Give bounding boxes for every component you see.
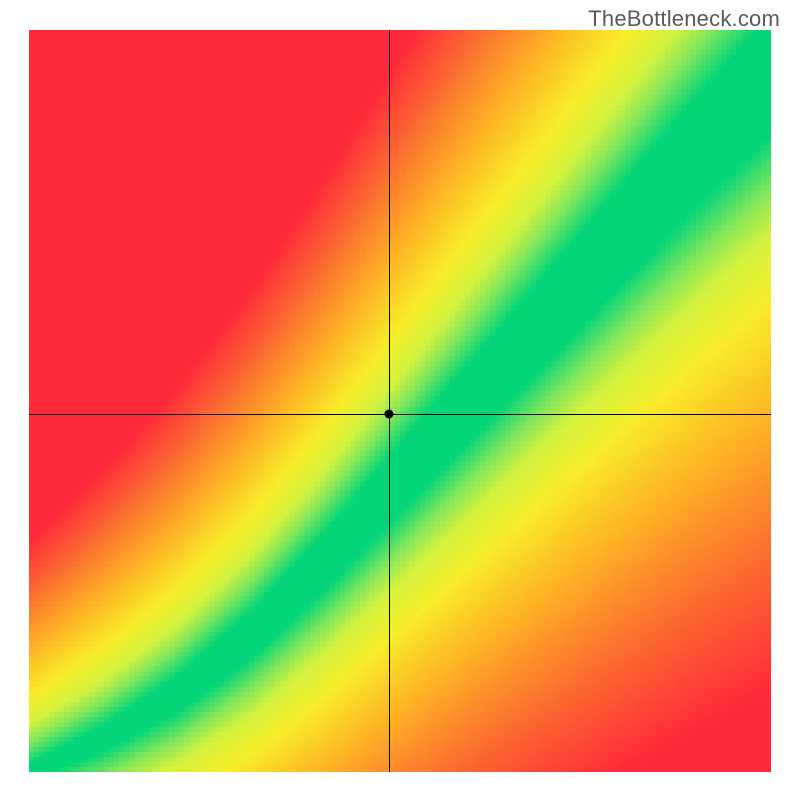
- heatmap: [29, 30, 771, 772]
- plot-area: [29, 30, 771, 772]
- crosshair-marker: [384, 409, 393, 418]
- chart-container: TheBottleneck.com: [0, 0, 800, 800]
- crosshair-vertical: [389, 30, 390, 772]
- watermark-text: TheBottleneck.com: [588, 6, 780, 32]
- crosshair-horizontal: [29, 414, 771, 415]
